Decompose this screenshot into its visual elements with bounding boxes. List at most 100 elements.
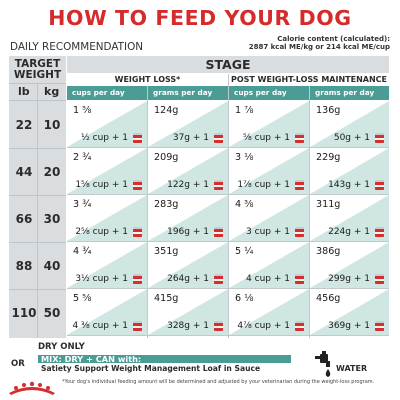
dry-grams-value: 386g (316, 246, 341, 257)
mix-area-shading (310, 195, 389, 241)
legend-mix-label: MIX: DRY + CAN with: (41, 354, 142, 364)
can-icon (133, 274, 142, 284)
mix-cups-value: 1⅝ cup + 1 (75, 180, 128, 190)
dry-cups-value: 4 ¾ (73, 246, 92, 257)
feeding-cell: 5 ¼ 4 cup + 1 (229, 242, 309, 288)
target-weight-header: TARGET WEIGHT (9, 59, 66, 81)
legend-mix-product: Satiety Support Weight Management Loaf i… (41, 364, 261, 373)
feeding-cell: 5 ⅝ 4 ⅜ cup + 1 (67, 289, 147, 335)
mix-cups-value: ½ cup + 1 (81, 133, 128, 143)
feeding-cell: 3 ⅛ 1⅞ cup + 1 (229, 148, 309, 194)
mix-cups-value: 4 ⅜ cup + 1 (72, 321, 128, 331)
dry-cups-value: 5 ⅝ (73, 293, 92, 304)
mix-area-shading (310, 148, 389, 194)
weight-row-divider (9, 195, 66, 196)
dry-grams-value: 229g (316, 152, 341, 163)
weight-row-divider (9, 289, 66, 290)
can-icon (375, 274, 384, 284)
loss-grams-header: grams per day (148, 86, 228, 100)
mix-area-shading (148, 195, 228, 241)
feeding-cell: 1 ⅝ ½ cup + 1 (67, 101, 147, 147)
feeding-cell: 351g 264g + 1 (148, 242, 228, 288)
feeding-cell: 283g 196g + 1 (148, 195, 228, 241)
mix-cups-value: 1⅞ cup + 1 (237, 180, 290, 190)
weight-lb: 44 (15, 164, 33, 179)
mix-grams-value: 299g + 1 (328, 274, 370, 284)
mix-cups-value: 3 cup + 1 (246, 227, 290, 237)
weight-row-divider (9, 242, 66, 243)
can-icon (214, 227, 223, 237)
calorie-content: Calorie content (calculated): 2887 kcal … (249, 35, 390, 51)
target-weight-line-2: WEIGHT (13, 69, 62, 81)
feeding-cell: 3 ¾ 2⅝ cup + 1 (67, 195, 147, 241)
feeding-cell: 2 ¾ 1⅝ cup + 1 (67, 148, 147, 194)
can-icon (133, 180, 142, 190)
can-icon (375, 133, 384, 143)
weight-kg: 30 (43, 211, 61, 226)
feeding-cell: 415g 328g + 1 (148, 289, 228, 335)
dry-cups-value: 1 ⅞ (235, 105, 254, 116)
dry-grams-value: 311g (316, 199, 341, 210)
mix-grams-value: 369g + 1 (328, 321, 370, 331)
feeding-cell: 136g 50g + 1 (310, 101, 389, 147)
mix-area-shading (148, 242, 228, 288)
mix-grams-value: 224g + 1 (328, 227, 370, 237)
can-icon (295, 227, 304, 237)
dry-grams-value: 351g (154, 246, 179, 257)
can-icon (214, 133, 223, 143)
feeding-cell: 6 ⅛ 4⅞ cup + 1 (229, 289, 309, 335)
daily-recommendation-label: DAILY RECOMMENDATION (10, 41, 144, 53)
mix-cups-value: 4 cup + 1 (246, 274, 290, 284)
kg-header: kg (44, 85, 60, 98)
column-divider (147, 86, 148, 338)
feeding-cell: 386g 299g + 1 (310, 242, 389, 288)
water-faucet-icon (315, 351, 331, 377)
mix-area-shading (229, 289, 309, 335)
mix-area-shading (67, 289, 147, 335)
mix-grams-value: 328g + 1 (167, 321, 209, 331)
mix-cups-value: ⅝ cup + 1 (243, 133, 290, 143)
mix-area-shading (229, 242, 309, 288)
loss-cups-header: cups per day (67, 86, 147, 100)
mix-area-shading (229, 148, 309, 194)
mix-area-shading (67, 195, 147, 241)
mix-area-shading (229, 195, 309, 241)
mix-grams-value: 196g + 1 (167, 227, 209, 237)
legend-or: OR (11, 359, 25, 369)
dry-cups-value: 3 ⅛ (235, 152, 254, 163)
royal-canin-crown-icon (9, 381, 55, 395)
feeding-cell: 4 ⅜ 3 cup + 1 (229, 195, 309, 241)
can-icon (295, 133, 304, 143)
weight-kg: 10 (43, 117, 61, 132)
mix-area-shading (67, 242, 147, 288)
mix-area-shading (148, 148, 228, 194)
mix-area-shading (229, 101, 309, 147)
can-icon (295, 321, 304, 331)
can-icon (133, 227, 142, 237)
column-divider (228, 74, 229, 338)
can-icon (133, 321, 142, 331)
dry-grams-value: 124g (154, 105, 179, 116)
stage-header: STAGE (67, 56, 389, 73)
dry-cups-value: 6 ⅛ (235, 293, 254, 304)
weight-row-divider (9, 148, 66, 149)
feeding-cell: 456g 369g + 1 (310, 289, 389, 335)
calorie-line-1: Calorie content (calculated): (277, 35, 390, 43)
weight-lb: 22 (15, 117, 33, 132)
legend-mix-bar (38, 355, 291, 363)
mix-grams-value: 122g + 1 (167, 180, 209, 190)
maintenance-header: POST WEIGHT-LOSS MAINTENANCE (229, 74, 389, 85)
mix-grams-value: 50g + 1 (333, 133, 370, 143)
can-icon (214, 321, 223, 331)
mix-grams-value: 37g + 1 (172, 133, 209, 143)
dry-grams-value: 415g (154, 293, 179, 304)
dry-cups-value: 4 ⅜ (235, 199, 254, 210)
mix-cups-value: 3½ cup + 1 (75, 274, 128, 284)
maint-cups-header: cups per day (229, 86, 309, 100)
weight-lb: 88 (15, 258, 33, 273)
mix-area-shading (148, 101, 228, 147)
weight-units-divider (9, 100, 66, 101)
feeding-cell: 124g 37g + 1 (148, 101, 228, 147)
mix-area-shading (310, 101, 389, 147)
weight-loss-header: WEIGHT LOSS* (67, 74, 228, 85)
